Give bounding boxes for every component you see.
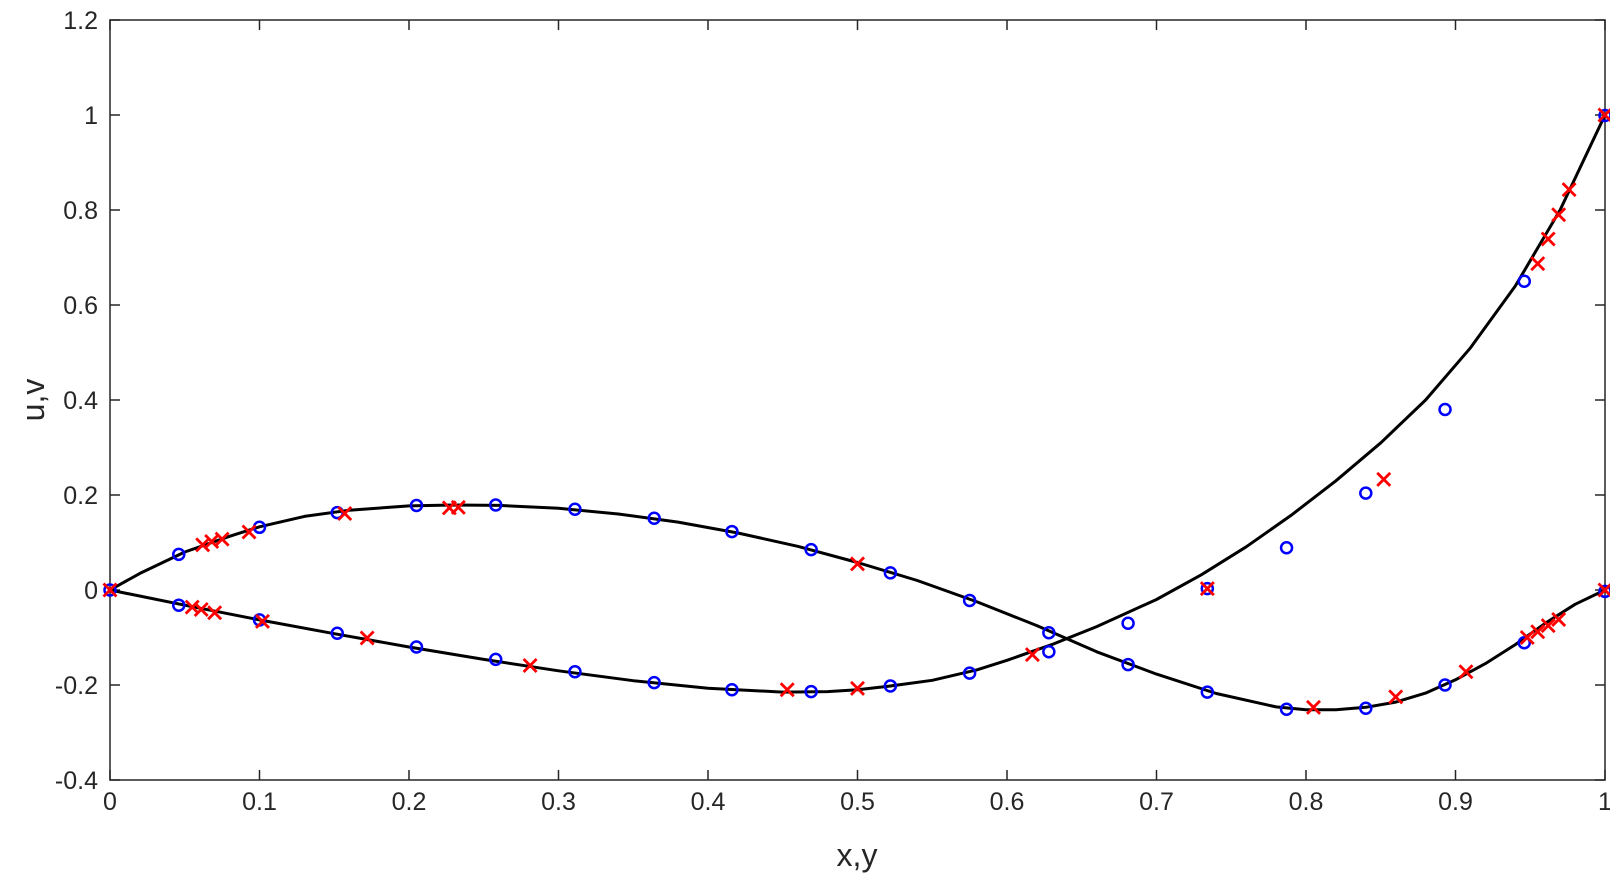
y-tick-label: 0.6 (63, 292, 98, 320)
x-tick-label: 0.8 (1289, 788, 1324, 816)
circle-marker (409, 498, 424, 513)
cross-marker (184, 599, 200, 615)
cross-marker (214, 531, 230, 547)
x-tick-label: 0.4 (691, 788, 726, 816)
curve-2 (109, 114, 1607, 694)
circle-marker (1042, 645, 1056, 659)
circle-marker (1042, 626, 1056, 640)
cross-marker (193, 601, 209, 617)
cross-marker (1530, 624, 1546, 640)
circle-markers (103, 108, 1610, 716)
circle-marker (172, 547, 186, 562)
y-tick-label: 1 (84, 102, 98, 130)
circle-marker (647, 675, 661, 690)
x-tick-label: 0.7 (1139, 788, 1174, 816)
cross-marker (1388, 689, 1404, 705)
cross-marker (450, 499, 466, 515)
x-tick-label: 0.3 (541, 788, 576, 816)
cross-marker (1561, 182, 1577, 198)
y-axis-title: u,v (15, 379, 51, 422)
cross-marker (1540, 618, 1556, 634)
cross-marker (522, 658, 538, 674)
circle-marker (103, 583, 117, 597)
cross-marker (195, 537, 211, 553)
cross-marker (102, 582, 118, 598)
cross-marker (850, 680, 865, 696)
cross-marker (1530, 256, 1546, 272)
cross-marker (1597, 107, 1610, 123)
circle-marker (1200, 685, 1215, 699)
cross-marker (207, 605, 223, 621)
circle-marker (172, 598, 186, 612)
cross-marker (1305, 699, 1321, 715)
cross-marker (850, 556, 865, 572)
x-tick-label: 0.5 (840, 788, 875, 816)
cross-marker (1458, 664, 1474, 680)
y-tick-label: 0.4 (63, 387, 98, 415)
circle-marker (1279, 540, 1294, 555)
circle-marker (1121, 616, 1135, 630)
cross-marker (1540, 231, 1556, 247)
circle-marker (647, 511, 661, 526)
cross-marker (1551, 207, 1567, 223)
circle-marker (725, 524, 739, 539)
x-tick-label: 0.2 (392, 788, 427, 816)
circle-marker (330, 626, 344, 640)
y-tick-label: 0 (84, 577, 98, 605)
circle-marker (1438, 402, 1452, 417)
circle-marker (883, 566, 898, 580)
circle-marker (1517, 635, 1532, 650)
x-tick-label: 0.6 (990, 788, 1025, 816)
cross-marker (1551, 611, 1567, 627)
y-tick-label: 0.8 (63, 197, 98, 225)
circle-marker (1279, 702, 1294, 716)
cross-marker (1376, 471, 1392, 487)
cross-marker (1519, 630, 1535, 645)
axis-ticks: 0 0.1 0.2 0.3 0.4 0.5 0.6 0.7 0.8 0.9 1 -0.4 -0.2 0 0.… (55, 7, 1610, 816)
y-tick-label: -0.4 (55, 767, 98, 795)
circle-marker (568, 502, 582, 516)
y-tick-label: 1.2 (63, 7, 98, 35)
cross-markers (102, 107, 1610, 715)
x-tick-label: 0.1 (242, 788, 277, 816)
y-tick-label: 0.2 (63, 482, 98, 510)
cross-marker (241, 524, 257, 540)
cross-marker (1199, 581, 1215, 597)
circle-marker (1598, 108, 1610, 123)
cross-marker (337, 506, 353, 522)
circle-marker (804, 684, 818, 699)
circle-marker (488, 498, 503, 512)
circle-marker (725, 683, 739, 697)
x-tick-label: 0 (103, 788, 117, 816)
circle-marker (962, 666, 977, 680)
circle-marker (962, 593, 977, 608)
cross-marker (779, 682, 795, 698)
plot-area (109, 19, 1606, 781)
circle-marker (409, 640, 424, 654)
circle-marker (488, 652, 503, 667)
circle-marker (1359, 701, 1373, 716)
circle-marker (1200, 581, 1215, 596)
y-tick-label: -0.2 (55, 672, 98, 700)
cross-marker (255, 613, 270, 629)
cross-marker (1024, 647, 1040, 663)
x-axis-title: x,y (837, 837, 878, 873)
cross-marker (1597, 582, 1610, 598)
circle-marker (568, 664, 582, 679)
circle-marker (1359, 486, 1373, 500)
x-tick-label: 0.9 (1438, 788, 1473, 816)
circle-marker (883, 679, 898, 693)
circle-marker (1517, 274, 1532, 288)
circle-marker (1438, 678, 1452, 692)
circle-marker (804, 542, 818, 557)
circle-marker (1121, 657, 1135, 672)
x-tick-label: 1 (1598, 788, 1610, 816)
cross-marker (359, 630, 375, 646)
circle-marker (1598, 584, 1610, 599)
